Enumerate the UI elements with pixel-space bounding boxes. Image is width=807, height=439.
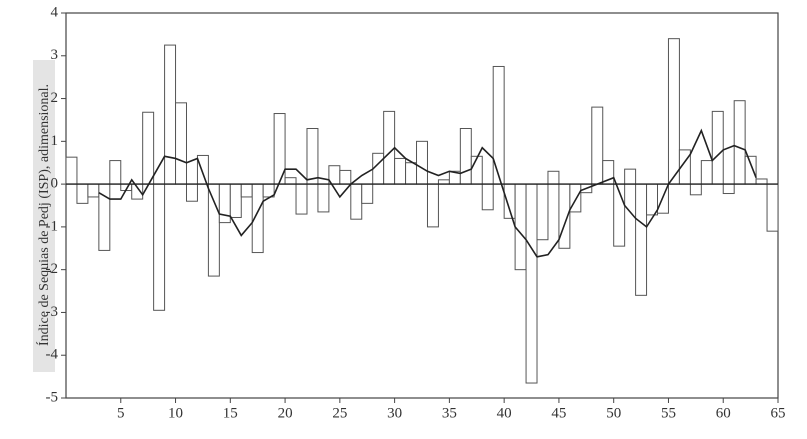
bar xyxy=(218,183,231,224)
x-tick-label: 35 xyxy=(442,405,457,421)
y-tick-label: 4 xyxy=(51,4,59,20)
y-tick-label: -1 xyxy=(46,218,59,234)
bar xyxy=(416,140,428,185)
x-tick-label: 5 xyxy=(117,405,125,421)
y-label-background xyxy=(33,60,55,372)
bar xyxy=(240,183,253,198)
bar xyxy=(153,183,166,311)
y-tick-label: -5 xyxy=(46,389,59,405)
bar xyxy=(503,183,516,219)
bar xyxy=(207,183,220,277)
bar xyxy=(667,38,680,185)
bar xyxy=(295,183,308,215)
y-tick-label: -2 xyxy=(46,261,59,277)
bar xyxy=(426,183,439,228)
bar xyxy=(109,160,122,185)
bar xyxy=(76,183,89,204)
y-tick-label: 3 xyxy=(51,47,59,63)
bar xyxy=(536,183,549,241)
y-tick-label: -4 xyxy=(46,347,59,363)
bar xyxy=(722,183,735,195)
bar xyxy=(514,183,527,271)
bar xyxy=(525,183,538,384)
bar xyxy=(744,155,757,185)
bar xyxy=(635,183,648,296)
y-axis-label: Índice de Sequias de Pedj (ISP), adimens… xyxy=(35,84,52,346)
bar xyxy=(766,183,779,232)
bar xyxy=(229,183,242,218)
y-tick-label: -3 xyxy=(46,304,59,320)
bar xyxy=(87,183,100,198)
x-tick-label: 10 xyxy=(168,405,183,421)
bar xyxy=(755,178,768,185)
bar xyxy=(646,183,659,216)
bar xyxy=(700,160,713,185)
x-tick-label: 45 xyxy=(551,405,566,421)
y-tick-label: 2 xyxy=(51,90,59,106)
bar xyxy=(383,110,396,185)
bar xyxy=(284,177,297,185)
bar xyxy=(196,154,209,185)
x-tick-label: 15 xyxy=(223,405,238,421)
bar xyxy=(481,183,494,211)
x-tick-label: 20 xyxy=(278,405,293,421)
bar xyxy=(624,168,637,185)
bar xyxy=(317,183,330,213)
x-tick-label: 40 xyxy=(497,405,512,421)
bar xyxy=(591,106,604,185)
smoothed-line xyxy=(98,128,757,258)
bar xyxy=(492,65,505,185)
bar xyxy=(372,152,385,185)
y-tick-label: 1 xyxy=(51,133,59,149)
x-tick-label: 65 xyxy=(771,405,786,421)
bar xyxy=(350,183,363,220)
bar xyxy=(711,110,724,185)
bar xyxy=(65,156,78,185)
bar xyxy=(394,157,407,185)
bar xyxy=(470,155,483,185)
x-tick-label: 60 xyxy=(716,405,731,421)
bar xyxy=(689,183,702,196)
y-tick-label: 0 xyxy=(51,176,59,192)
x-tick-label: 55 xyxy=(661,405,676,421)
x-tick-label: 25 xyxy=(332,405,347,421)
bar xyxy=(175,102,187,185)
bar xyxy=(405,162,418,185)
bar xyxy=(164,44,177,185)
bar xyxy=(306,128,319,185)
bar xyxy=(733,100,746,185)
bar xyxy=(459,128,472,185)
bar xyxy=(361,183,374,204)
x-tick-label: 50 xyxy=(606,405,621,421)
bar xyxy=(547,170,560,185)
bar xyxy=(339,169,352,185)
bar xyxy=(185,183,198,202)
bar xyxy=(142,111,155,185)
x-tick-label: 30 xyxy=(387,405,402,421)
